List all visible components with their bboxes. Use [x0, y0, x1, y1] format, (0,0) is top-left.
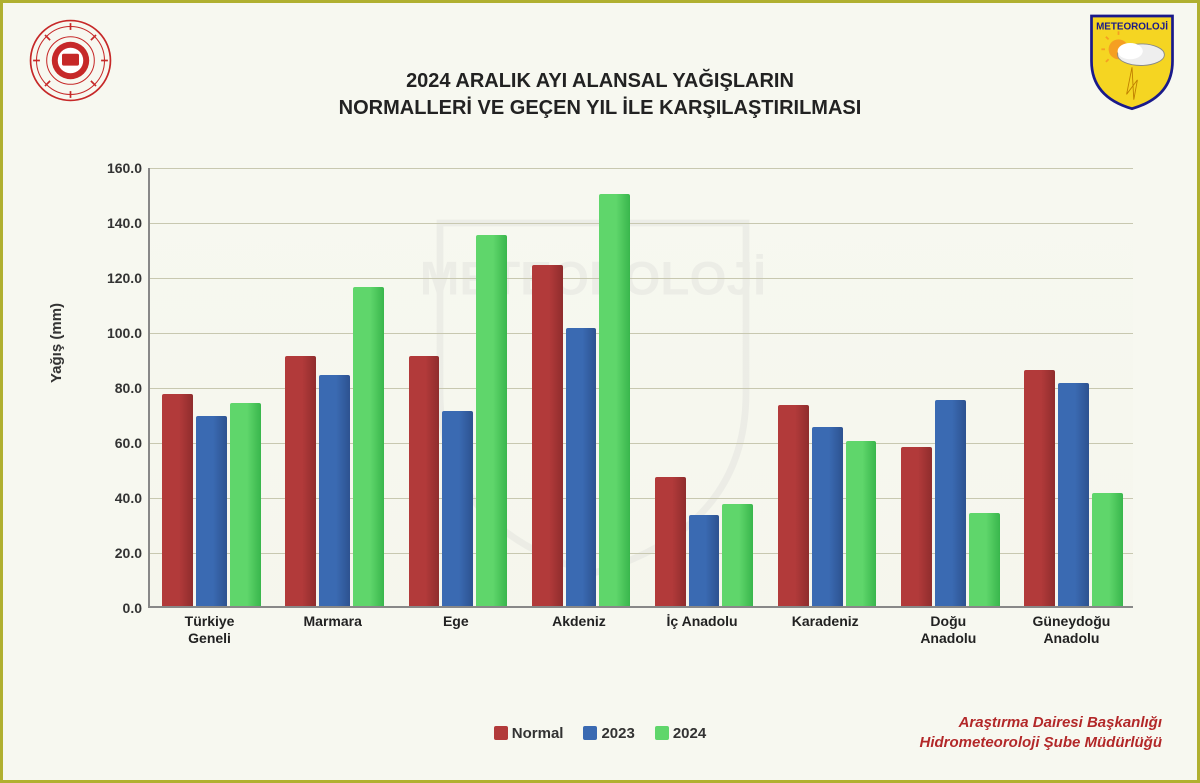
- ytick-label: 100.0: [107, 325, 150, 341]
- legend-label: Normal: [512, 725, 564, 742]
- y-axis-label: Yağış (mm): [48, 303, 65, 383]
- footer-credit: Araştırma Dairesi Başkanlığı Hidrometeor…: [920, 713, 1163, 752]
- bar: [655, 477, 686, 606]
- plot-area: 0.020.040.060.080.0100.0120.0140.0160.0: [148, 168, 1133, 608]
- bar: [901, 447, 932, 607]
- chart-area: 0.020.040.060.080.0100.0120.0140.0160.0 …: [123, 168, 1133, 648]
- bar: [442, 411, 473, 606]
- x-category-label: TürkiyeGeneli: [150, 613, 270, 647]
- legend-label: 2024: [673, 725, 706, 742]
- legend-swatch: [494, 726, 508, 740]
- bar: [599, 194, 630, 607]
- chart-title: 2024 ARALIK AYI ALANSAL YAĞIŞLARIN NORMA…: [3, 68, 1197, 122]
- bar: [409, 356, 440, 606]
- x-category-label: GüneydoğuAnadolu: [1011, 613, 1131, 647]
- footer-line-1: Araştırma Dairesi Başkanlığı: [920, 713, 1163, 733]
- legend-label: 2023: [601, 725, 634, 742]
- ytick-label: 120.0: [107, 270, 150, 286]
- ytick-label: 140.0: [107, 215, 150, 231]
- bar: [778, 405, 809, 606]
- bar: [566, 328, 597, 606]
- x-category-label: Marmara: [273, 613, 393, 630]
- bar: [812, 427, 843, 606]
- ytick-label: 20.0: [115, 545, 150, 561]
- legend-swatch: [583, 726, 597, 740]
- bar: [162, 394, 193, 606]
- x-category-label: İç Anadolu: [642, 613, 762, 630]
- x-category-label: Akdeniz: [519, 613, 639, 630]
- bar: [689, 515, 720, 606]
- bar: [722, 504, 753, 606]
- bar: [846, 441, 877, 606]
- bar: [532, 265, 563, 606]
- bar: [230, 403, 261, 607]
- gridline: [150, 223, 1133, 224]
- bar: [476, 235, 507, 606]
- footer-line-2: Hidrometeoroloji Şube Müdürlüğü: [920, 733, 1163, 753]
- bar: [285, 356, 316, 606]
- ytick-label: 80.0: [115, 380, 150, 396]
- ytick-label: 60.0: [115, 435, 150, 451]
- bar: [319, 375, 350, 606]
- x-category-label: Ege: [396, 613, 516, 630]
- bar: [969, 513, 1000, 607]
- gridline: [150, 333, 1133, 334]
- bar: [196, 416, 227, 606]
- ytick-label: 160.0: [107, 160, 150, 176]
- bar: [1058, 383, 1089, 606]
- legend-item: 2024: [655, 725, 706, 742]
- title-line-1: 2024 ARALIK AYI ALANSAL YAĞIŞLARIN: [3, 68, 1197, 95]
- chart-container: METEOROLOJİ METEOROLOJİ 2024 ARALIK AYI …: [0, 0, 1200, 783]
- ytick-label: 40.0: [115, 490, 150, 506]
- x-category-label: DoğuAnadolu: [888, 613, 1008, 647]
- bar: [353, 287, 384, 606]
- meteorology-logo-text: METEOROLOJİ: [1096, 22, 1168, 33]
- title-line-2: NORMALLERİ VE GEÇEN YIL İLE KARŞILAŞTIRI…: [3, 95, 1197, 122]
- bar: [1092, 493, 1123, 606]
- legend-item: Normal: [494, 725, 564, 742]
- bar: [935, 400, 966, 606]
- ytick-label: 0.0: [123, 600, 150, 616]
- legend-item: 2023: [583, 725, 634, 742]
- bar: [1024, 370, 1055, 607]
- gridline: [150, 168, 1133, 169]
- x-category-label: Karadeniz: [765, 613, 885, 630]
- gridline: [150, 278, 1133, 279]
- legend-swatch: [655, 726, 669, 740]
